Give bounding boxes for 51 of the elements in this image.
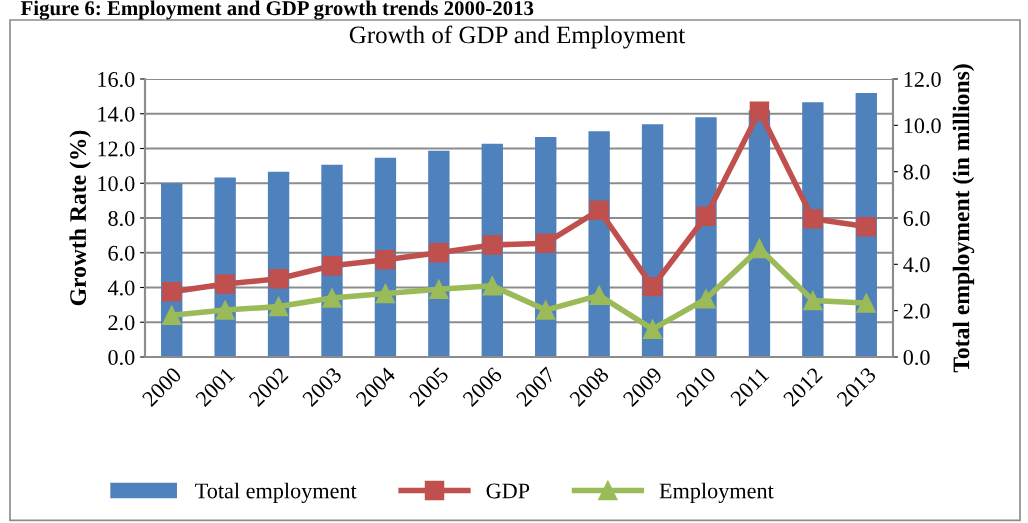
point <box>642 276 663 297</box>
point <box>322 256 342 276</box>
point <box>642 319 663 339</box>
y-tick-label: 4.0 <box>107 280 135 296</box>
point <box>429 243 449 263</box>
point <box>856 216 877 237</box>
point <box>375 249 396 270</box>
point <box>322 288 342 308</box>
point <box>161 282 182 302</box>
y-tick-label: 0.0 <box>108 349 135 366</box>
point <box>589 200 609 220</box>
point <box>268 296 289 317</box>
point <box>749 238 770 259</box>
chart-subtitle: Growth of GDP and Employment <box>349 25 686 49</box>
point <box>589 285 609 306</box>
point <box>696 289 716 309</box>
y2-tick-label: 6.0 <box>903 210 930 227</box>
point <box>215 300 235 320</box>
point <box>535 233 556 253</box>
y-tick-label: 16.0 <box>98 71 135 88</box>
y-tick-label: 14.0 <box>98 106 135 122</box>
point <box>856 293 877 313</box>
y-tick-label: 12.0 <box>98 141 135 157</box>
point <box>749 101 770 121</box>
y2-tick-label: 0.0 <box>903 349 930 366</box>
point <box>429 279 449 299</box>
point <box>482 235 503 255</box>
y-tick-label: 2.0 <box>108 315 135 331</box>
y-tick-label: 8.0 <box>108 210 135 227</box>
point <box>803 290 823 311</box>
legend-label: Total employment <box>195 482 357 503</box>
legend-label: GDP <box>486 483 530 499</box>
point <box>696 206 716 226</box>
legend-label: Employment <box>659 482 774 503</box>
point <box>375 283 396 304</box>
point <box>535 300 556 320</box>
point <box>268 269 289 289</box>
chart-title: Figure 6: Employment and GDP growth trends 2000-2013 <box>20 0 534 20</box>
y2-axis-title: Total employment (in millions) <box>952 64 975 373</box>
point <box>482 276 503 296</box>
y2-tick-label: 12.0 <box>904 71 941 88</box>
point <box>215 274 235 294</box>
y-tick-label: 10.0 <box>98 176 135 192</box>
point <box>161 305 182 326</box>
y2-tick-label: 10.0 <box>904 118 941 134</box>
y2-tick-label: 8.0 <box>903 164 930 180</box>
point <box>803 209 823 229</box>
y2-tick-label: 4.0 <box>903 257 930 273</box>
y-tick-label: 6.0 <box>108 245 135 261</box>
y-axis-title: Growth Rate (%) <box>69 130 91 306</box>
y2-tick-label: 2.0 <box>903 303 930 319</box>
